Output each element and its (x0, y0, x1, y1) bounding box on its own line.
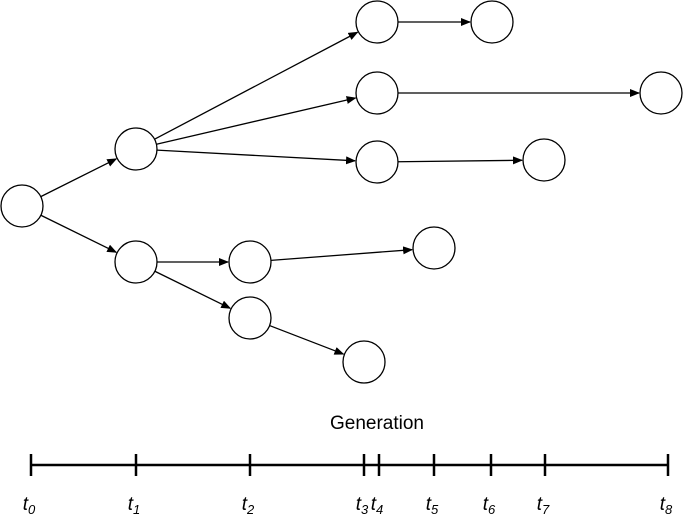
tick-label: t3 (356, 494, 369, 517)
tick-label: t6 (483, 494, 496, 517)
edge-arrow (156, 96, 357, 145)
tick-label: t0 (23, 494, 36, 517)
node (639, 71, 683, 115)
tick-label: t1 (128, 494, 141, 517)
ticks: t0 t1 t2 t3 t4 t5 t6 t7 t8 (23, 454, 673, 517)
tick-sub: 1 (133, 502, 140, 517)
node (470, 0, 514, 44)
node (412, 226, 456, 270)
tick-var: t (483, 494, 489, 515)
tick-var: t (426, 494, 432, 515)
node (114, 127, 158, 171)
tick-sub: 3 (361, 502, 369, 517)
tick-label: t4 (371, 494, 384, 517)
edge-arrow (397, 156, 524, 165)
tick-var: t (537, 494, 543, 515)
edge-arrow (40, 214, 118, 253)
tick-sub: 8 (665, 502, 673, 517)
tick-var: t (23, 494, 29, 515)
node (355, 0, 399, 44)
tick-var: t (660, 494, 666, 515)
edge-arrow (40, 158, 118, 198)
node (355, 140, 399, 184)
tick-var: t (356, 494, 362, 515)
node (0, 184, 44, 228)
tick-var: t (242, 494, 248, 515)
tick-sub: 2 (246, 502, 255, 517)
node (355, 71, 399, 115)
edge-arrow (154, 270, 232, 309)
tick-sub: 7 (542, 502, 550, 517)
edge-arrow (269, 324, 345, 355)
tick-sub: 5 (431, 502, 439, 517)
tick-var: t (128, 494, 134, 515)
tick-label: t8 (660, 494, 673, 517)
axis-title: Generation (330, 413, 424, 434)
node (228, 296, 272, 340)
tick-sub: 0 (28, 502, 36, 517)
edge-arrow (154, 31, 359, 140)
node (114, 240, 158, 284)
tick-var: t (371, 494, 377, 515)
node (522, 138, 566, 182)
node (342, 340, 386, 384)
nodes (0, 0, 683, 384)
node (228, 240, 272, 284)
edge-arrow (270, 246, 414, 262)
tick-label: t5 (426, 494, 439, 517)
edge-arrow (156, 149, 357, 165)
tick-label: t7 (537, 494, 550, 517)
tick-label: t2 (242, 494, 255, 517)
tick-sub: 6 (488, 502, 496, 517)
tick-sub: 4 (376, 502, 383, 517)
edges (40, 18, 640, 355)
